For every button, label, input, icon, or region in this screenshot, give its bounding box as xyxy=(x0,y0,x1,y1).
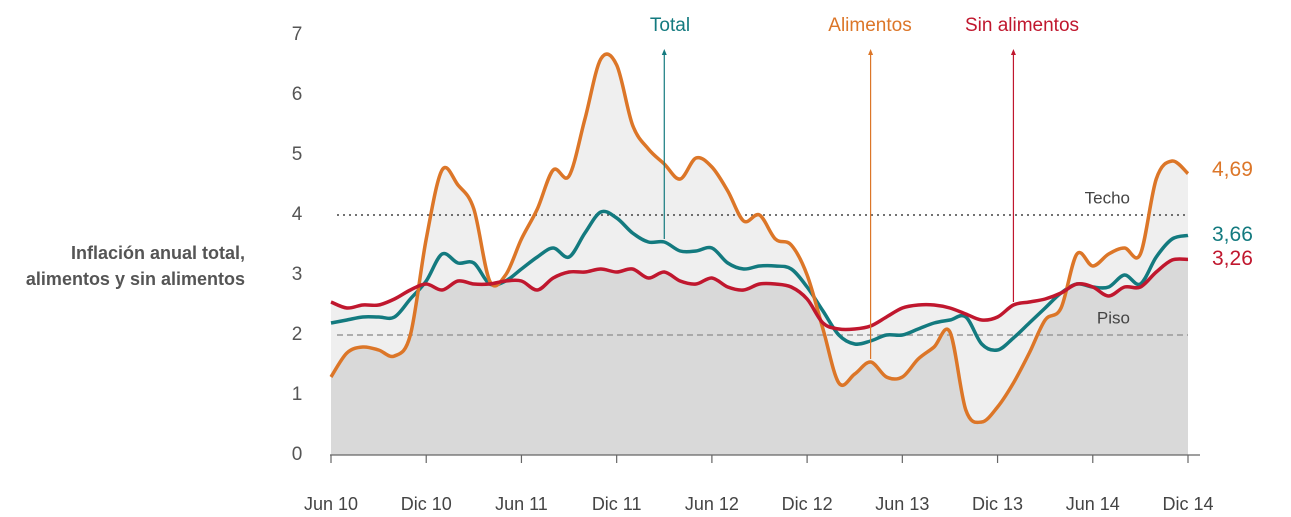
x-tick-label: Dic 12 xyxy=(782,494,833,514)
x-tick-label: Jun 14 xyxy=(1066,494,1120,514)
x-tick-label: Dic 11 xyxy=(592,494,642,514)
arrow-head xyxy=(868,49,874,55)
end-value-label: 3,26 xyxy=(1212,247,1253,270)
x-tick-label: Jun 10 xyxy=(304,494,358,514)
reference-label: Piso xyxy=(1097,308,1130,327)
legend-label: Alimentos xyxy=(828,15,911,36)
y-axis-label: Inflación anual total, alimentos y sin a… xyxy=(25,243,245,289)
end-value-label: 3,66 xyxy=(1212,223,1253,246)
x-tick-label: Dic 14 xyxy=(1162,494,1213,514)
x-tick-label: Jun 12 xyxy=(685,494,739,514)
y-tick-label: 2 xyxy=(292,324,303,345)
series-line xyxy=(329,52,1190,425)
x-tick-label: Dic 13 xyxy=(972,494,1023,514)
reference-label: Techo xyxy=(1085,188,1130,207)
y-tick-label: 6 xyxy=(292,84,303,105)
y-tick-label: 4 xyxy=(292,204,303,225)
y-tick-label: 0 xyxy=(292,444,303,465)
y-tick-label: 5 xyxy=(292,144,303,165)
y-tick-label: 7 xyxy=(292,24,303,45)
legend-label: Total xyxy=(650,15,690,36)
series-line xyxy=(330,209,1189,353)
x-tick-label: Jun 11 xyxy=(495,494,548,514)
arrow-head xyxy=(1010,49,1016,55)
legend-label: Sin alimentos xyxy=(965,15,1079,36)
series-line xyxy=(330,257,1189,332)
x-tick-label: Dic 10 xyxy=(401,494,452,514)
x-tick-label: Jun 13 xyxy=(875,494,929,514)
y-tick-label: 3 xyxy=(292,264,303,285)
arrow-head xyxy=(661,49,667,55)
end-value-label: 4,69 xyxy=(1212,158,1253,181)
y-tick-label: 1 xyxy=(292,384,303,405)
